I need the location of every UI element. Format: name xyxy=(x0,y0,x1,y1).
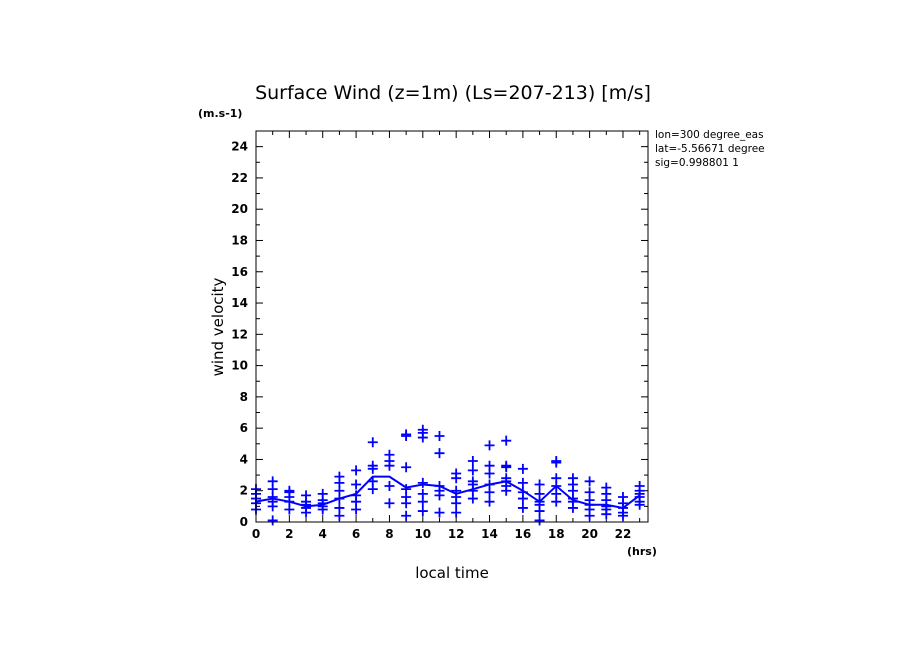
data-point xyxy=(551,473,562,484)
data-point xyxy=(301,490,312,501)
y-tick-label: 24 xyxy=(231,140,248,154)
info-lon: lon=300 degree_eas xyxy=(655,129,764,141)
data-point xyxy=(451,468,462,479)
data-point xyxy=(501,435,512,446)
x-tick-label: 0 xyxy=(252,527,260,541)
data-point xyxy=(351,479,362,490)
data-point xyxy=(417,506,428,517)
data-point xyxy=(351,490,362,501)
y-tick-label: 22 xyxy=(231,171,248,185)
x-axis-label: local time xyxy=(415,564,489,582)
data-point xyxy=(534,488,545,499)
data-point xyxy=(534,479,545,490)
axis-ticks xyxy=(255,130,648,523)
x-tick-label: 4 xyxy=(319,527,327,541)
y-tick-label: 0 xyxy=(240,515,248,529)
x-tick-label: 12 xyxy=(448,527,465,541)
data-point xyxy=(401,429,412,440)
x-tick-label: 20 xyxy=(581,527,598,541)
data-point xyxy=(501,473,512,484)
data-point xyxy=(267,515,278,526)
data-point xyxy=(417,488,428,499)
data-point xyxy=(601,482,612,493)
data-point xyxy=(451,485,462,496)
y-tick-label: 12 xyxy=(231,327,248,341)
info-lat: lat=-5.56671 degree xyxy=(655,143,765,155)
x-tick-label: 10 xyxy=(414,527,431,541)
data-point xyxy=(517,487,528,498)
data-point xyxy=(401,484,412,495)
data-point xyxy=(367,460,378,471)
data-point xyxy=(351,465,362,476)
x-tick-label: 16 xyxy=(515,527,532,541)
data-point xyxy=(384,449,395,460)
y-axis-label: wind velocity xyxy=(209,277,227,376)
y-tick-label: 6 xyxy=(240,421,248,435)
data-point xyxy=(334,502,345,513)
data-point xyxy=(367,437,378,448)
plot-frame xyxy=(255,130,649,523)
data-point xyxy=(384,481,395,492)
data-point xyxy=(434,448,445,459)
data-point xyxy=(567,473,578,484)
data-point xyxy=(584,476,595,487)
data-point xyxy=(501,460,512,471)
y-tick-label: 4 xyxy=(240,452,248,466)
data-point xyxy=(484,479,495,490)
x-tick-label: 2 xyxy=(285,527,293,541)
info-sig: sig=0.998801 1 xyxy=(655,157,739,169)
scatter-series xyxy=(251,424,645,526)
y-tick-label: 2 xyxy=(240,484,248,498)
data-point xyxy=(401,462,412,473)
mean-line-series xyxy=(255,475,641,509)
data-point xyxy=(417,424,428,435)
data-point xyxy=(484,440,495,451)
chart-title: Surface Wind (z=1m) (Ls=207-213) [m/s] xyxy=(255,82,651,104)
x-tick-label: 18 xyxy=(548,527,565,541)
data-point xyxy=(434,507,445,518)
data-point xyxy=(467,476,478,487)
data-point xyxy=(634,481,645,492)
y-tick-label: 20 xyxy=(231,202,248,216)
info-box: lon=300 degree_eas lat=-5.56671 degree s… xyxy=(655,129,765,169)
data-point xyxy=(284,485,295,496)
x-tick-label: 6 xyxy=(352,527,360,541)
data-point xyxy=(467,456,478,467)
x-units-label: (hrs) xyxy=(627,545,657,558)
data-point xyxy=(517,502,528,513)
y-units-label: (m.s-1) xyxy=(198,107,242,120)
data-point xyxy=(534,515,545,526)
x-tick-label: 8 xyxy=(385,527,393,541)
data-point xyxy=(617,491,628,502)
data-point xyxy=(434,430,445,441)
data-point xyxy=(367,476,378,487)
data-point xyxy=(417,477,428,488)
y-tick-label: 14 xyxy=(231,296,248,310)
data-point xyxy=(317,488,328,499)
data-point xyxy=(451,507,462,518)
y-tick-label: 16 xyxy=(231,265,248,279)
data-point xyxy=(434,481,445,492)
data-point xyxy=(267,476,278,487)
data-point xyxy=(484,460,495,471)
x-tick-label: 14 xyxy=(481,527,498,541)
y-tick-label: 10 xyxy=(231,359,248,373)
data-point xyxy=(517,477,528,488)
data-point xyxy=(384,498,395,509)
data-point xyxy=(334,471,345,482)
y-tick-label: 18 xyxy=(231,233,248,247)
x-tick-label: 22 xyxy=(615,527,632,541)
y-tick-label: 8 xyxy=(240,390,248,404)
data-point xyxy=(551,456,562,467)
data-point xyxy=(467,465,478,476)
data-point xyxy=(484,496,495,507)
data-point xyxy=(401,510,412,521)
mean-line xyxy=(255,475,641,509)
data-point xyxy=(584,487,595,498)
data-point xyxy=(517,463,528,474)
